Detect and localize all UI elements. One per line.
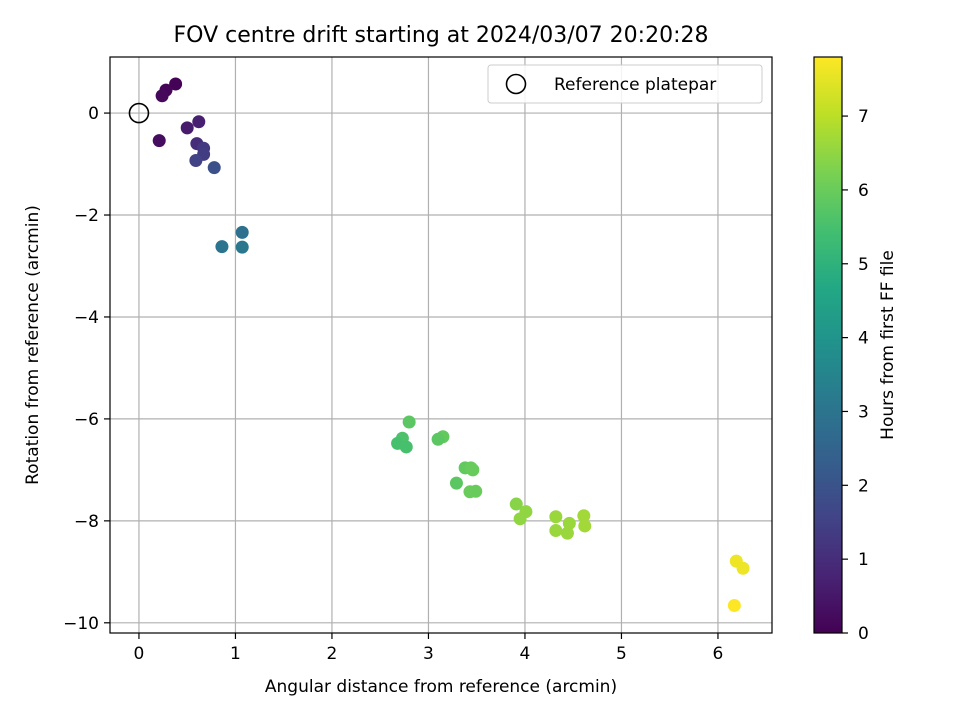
colorbar-tick-label: 4 (858, 329, 869, 349)
data-point (449, 476, 463, 490)
y-axis-label: Rotation from reference (arcmin) (23, 205, 43, 485)
data-point (727, 598, 741, 612)
colorbar-tick-label: 3 (858, 402, 869, 422)
data-point (469, 484, 483, 498)
data-point (549, 510, 563, 524)
data-point (169, 77, 183, 91)
data-point (399, 440, 413, 454)
data-point (207, 161, 221, 175)
plot-frame (109, 56, 773, 634)
x-tick-label: 3 (423, 644, 434, 664)
data-point (466, 463, 480, 477)
data-point (736, 561, 750, 575)
legend: Reference platepar (487, 64, 763, 104)
y-tick-label: −8 (74, 512, 99, 532)
data-point (509, 497, 523, 511)
data-point (189, 153, 203, 167)
y-tick-label: −10 (63, 614, 99, 634)
colorbar-tick-label: 6 (858, 181, 869, 201)
colorbar-tick-label: 0 (858, 624, 869, 644)
data-point (549, 524, 563, 538)
x-tick-label: 4 (520, 644, 531, 664)
colorbar: 0 1 2 3 4 5 6 7 Hours from first FF file (813, 56, 898, 644)
data-point (402, 415, 416, 429)
data-points (152, 77, 750, 612)
colorbar-tick-label: 2 (858, 476, 869, 496)
colorbar-tick-label: 1 (858, 550, 869, 570)
colorbar-label: Hours from first FF file (878, 250, 898, 440)
legend-open-circle-icon (505, 73, 527, 95)
y-axis-ticks: 0 −2 −4 −6 −8 −10 (63, 104, 110, 634)
colorbar-tick-label: 5 (858, 255, 869, 275)
y-tick-label: −6 (74, 410, 99, 430)
reference-platepar-marker (128, 102, 150, 124)
data-point (560, 526, 574, 540)
data-point (577, 509, 591, 523)
data-point (192, 115, 206, 129)
x-tick-label: 0 (134, 644, 145, 664)
y-tick-label: −2 (74, 206, 99, 226)
grid-lines (110, 57, 772, 633)
colorbar-gradient (813, 56, 843, 634)
data-point (578, 519, 592, 533)
y-tick-label: −4 (74, 308, 99, 328)
data-point (215, 240, 229, 254)
legend-label: Reference platepar (554, 75, 716, 95)
colorbar-tick-label: 7 (858, 107, 869, 127)
x-tick-label: 2 (327, 644, 338, 664)
data-point (235, 240, 249, 254)
data-point (180, 121, 194, 135)
x-tick-label: 1 (230, 644, 241, 664)
y-tick-label: 0 (88, 104, 99, 124)
data-point (431, 432, 445, 446)
x-axis-ticks: 0 1 2 3 4 5 6 (134, 633, 724, 664)
legend-box (487, 64, 763, 104)
data-point (152, 134, 166, 148)
x-tick-label: 6 (713, 644, 724, 664)
chart-title: FOV centre drift starting at 2024/03/07 … (174, 23, 709, 48)
data-point (562, 516, 576, 530)
data-point (235, 225, 249, 239)
x-tick-label: 5 (616, 644, 627, 664)
colorbar-ticks: 0 1 2 3 4 5 6 7 (842, 107, 869, 644)
x-axis-label: Angular distance from reference (arcmin) (265, 677, 617, 697)
data-point (513, 512, 527, 526)
data-point (155, 89, 169, 103)
